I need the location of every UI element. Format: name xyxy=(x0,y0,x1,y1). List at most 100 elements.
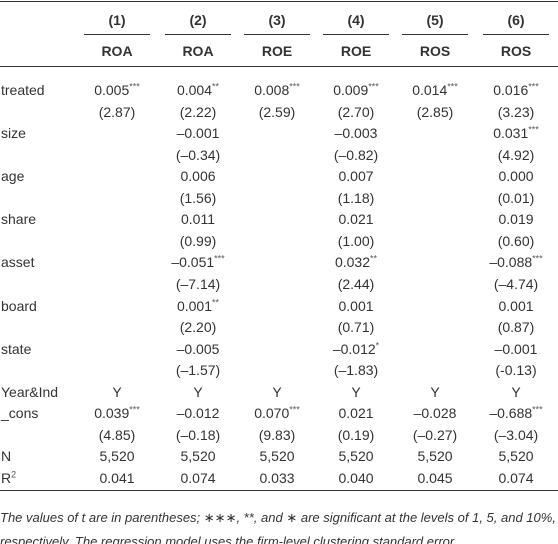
row-label: R2 xyxy=(1,469,16,487)
cell: (–0.82) xyxy=(333,146,379,163)
cell: 0.074 xyxy=(498,469,534,486)
cell: (–3.04) xyxy=(493,426,539,443)
cell: (0.71) xyxy=(337,319,375,336)
cell: 5,520 xyxy=(180,448,216,465)
significance-stars: *** xyxy=(532,404,543,415)
cell: (0.01) xyxy=(497,189,535,206)
cell: (2.85) xyxy=(416,103,454,120)
cell: (2.22) xyxy=(179,103,217,120)
cell: 5,520 xyxy=(259,448,295,465)
cell: (–0.27) xyxy=(412,426,458,443)
cell: (1.18) xyxy=(337,189,375,206)
cell: (–4.74) xyxy=(493,275,539,292)
cell: 5,520 xyxy=(338,448,374,465)
coefficient: –0.088 xyxy=(489,254,533,271)
cell: Y xyxy=(430,383,440,400)
significance-stars: *** xyxy=(528,124,539,135)
top-rule xyxy=(0,1,558,2)
cell: 0.007 xyxy=(338,168,374,185)
column-underline xyxy=(323,34,389,35)
row-label-text: asset xyxy=(1,254,35,271)
significance-stars: *** xyxy=(129,81,140,92)
cell: (–1.57) xyxy=(175,362,221,379)
row-label: treated xyxy=(1,81,45,99)
cell: (2.70) xyxy=(337,103,375,120)
significance-stars: *** xyxy=(289,81,300,92)
row-label: asset xyxy=(1,253,34,271)
row-label-text: board xyxy=(1,297,37,314)
cell: (–1.83) xyxy=(333,362,379,379)
significance-stars: *** xyxy=(214,253,225,264)
coefficient: –0.012 xyxy=(332,340,376,357)
column-number: (5) xyxy=(426,12,444,28)
cell: (1.56) xyxy=(179,189,217,206)
cell: (4.92) xyxy=(497,146,535,163)
cell: Y xyxy=(351,383,361,400)
coefficient: 0.016 xyxy=(493,82,529,98)
cell: –0.012 xyxy=(176,405,220,422)
column-underline xyxy=(402,34,468,35)
cell: 0.039*** xyxy=(94,404,140,422)
cell: 5,520 xyxy=(99,448,135,465)
row-label-text: N xyxy=(1,448,12,465)
cell: (0.99) xyxy=(179,232,217,249)
row-label-text: size xyxy=(1,125,26,142)
column-number: (1) xyxy=(108,12,126,28)
significance-stars: *** xyxy=(528,81,539,92)
significance-stars: ** xyxy=(370,253,378,264)
significance-stars: ** xyxy=(212,296,220,307)
cell: 0.032** xyxy=(335,253,377,271)
cell: 0.001 xyxy=(498,297,534,314)
row-label-text: R xyxy=(1,469,12,486)
row-label-text: Year&Ind xyxy=(1,383,59,400)
dependent-variable: ROS xyxy=(500,43,532,59)
row-label: size xyxy=(1,124,26,142)
significance-stars: ** xyxy=(212,81,220,92)
cell: (2.20) xyxy=(179,319,217,336)
row-label: Year&Ind xyxy=(1,383,58,401)
cell: (–0.34) xyxy=(175,146,221,163)
cell: (0.19) xyxy=(337,426,375,443)
cell: (1.00) xyxy=(337,232,375,249)
cell: 0.021 xyxy=(338,405,374,422)
column-underline xyxy=(244,34,310,35)
coefficient: 0.031 xyxy=(493,125,529,142)
row-label: age xyxy=(1,167,24,185)
cell: Y xyxy=(193,383,203,400)
cell: 0.016*** xyxy=(493,81,539,99)
cell: Y xyxy=(272,383,282,400)
column-number: (2) xyxy=(189,12,207,28)
cell: 0.004** xyxy=(177,81,219,99)
cell: (4.85) xyxy=(98,426,136,443)
column-number: (6) xyxy=(507,12,525,28)
column-number: (3) xyxy=(268,12,286,28)
row-label: state xyxy=(1,340,31,358)
cell: 0.040 xyxy=(338,469,374,486)
cell: (–0.18) xyxy=(175,426,221,443)
coefficient: –0.688 xyxy=(489,405,533,422)
cell: –0.001 xyxy=(494,340,538,357)
cell: 0.005*** xyxy=(94,81,140,99)
significance-stars: * xyxy=(375,339,380,350)
significance-stars: *** xyxy=(532,253,543,264)
row-label: _cons xyxy=(1,404,38,422)
dependent-variable: ROA xyxy=(182,43,214,59)
coefficient: –0.051 xyxy=(171,254,215,271)
significance-stars: *** xyxy=(129,404,140,415)
cell: 0.014*** xyxy=(412,81,458,99)
dependent-variable: ROE xyxy=(340,43,372,59)
coefficient: 0.014 xyxy=(412,82,448,98)
coefficient: 0.070 xyxy=(254,405,290,422)
cell: (3.23) xyxy=(497,103,535,120)
coefficient: 0.039 xyxy=(94,405,130,422)
cell: 0.070*** xyxy=(254,404,300,422)
row-label-text: _cons xyxy=(1,405,39,422)
cell: 0.045 xyxy=(417,469,453,486)
row-label-text: treated xyxy=(1,82,45,98)
cell: 0.031*** xyxy=(493,124,539,142)
cell: (2.59) xyxy=(258,103,296,120)
row-label-text: age xyxy=(1,168,25,185)
significance-stars: *** xyxy=(368,81,379,92)
cell: 0.008*** xyxy=(254,81,300,99)
cell: 0.019 xyxy=(498,211,534,228)
